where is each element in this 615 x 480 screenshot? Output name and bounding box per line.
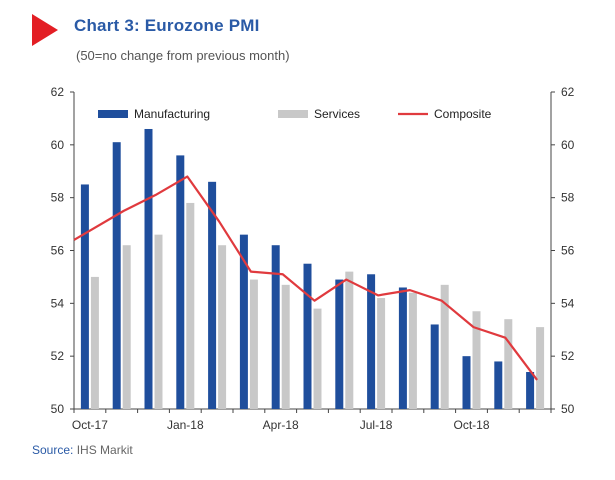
y-tick-label-left: 52 xyxy=(51,349,65,363)
y-tick-label-right: 62 xyxy=(561,85,575,99)
composite-line xyxy=(73,175,538,381)
y-tick-label-left: 56 xyxy=(51,244,65,258)
manufacturing-bar xyxy=(271,245,280,409)
services-bar xyxy=(536,327,545,409)
source-label: Source: xyxy=(32,443,74,457)
services-bar xyxy=(154,234,163,409)
services-bar xyxy=(90,276,99,409)
services-bar xyxy=(377,298,386,409)
manufacturing-bar xyxy=(398,287,407,409)
y-tick-label-right: 54 xyxy=(561,296,575,310)
x-tick-label: Jul-18 xyxy=(360,418,393,432)
services-bar xyxy=(186,202,195,409)
manufacturing-bar xyxy=(239,234,248,409)
manufacturing-bar xyxy=(144,128,153,409)
chart-title: Chart 3: Eurozone PMI xyxy=(74,16,260,35)
manufacturing-bar xyxy=(112,142,121,410)
source-note: Source: IHS Markit xyxy=(32,443,133,457)
y-tick-label-left: 54 xyxy=(51,296,65,310)
y-tick-label-left: 58 xyxy=(51,191,65,205)
services-bar xyxy=(472,311,481,409)
manufacturing-bar xyxy=(335,279,344,409)
y-tick-label-right: 52 xyxy=(561,349,575,363)
manufacturing-bar xyxy=(303,263,312,409)
services-bar xyxy=(440,284,449,409)
y-tick-label-left: 50 xyxy=(51,402,65,416)
services-bar xyxy=(281,284,290,409)
legend-label-services: Services xyxy=(314,107,360,121)
y-tick-label-left: 60 xyxy=(51,138,65,152)
x-tick-label: Oct-17 xyxy=(72,418,108,432)
x-tick-label: Oct-18 xyxy=(453,418,489,432)
legend-label-composite: Composite xyxy=(434,107,492,121)
legend-label-manufacturing: Manufacturing xyxy=(134,107,210,121)
legend-swatch-manufacturing xyxy=(98,110,128,118)
y-tick-label-right: 58 xyxy=(561,191,575,205)
manufacturing-bar xyxy=(208,181,217,409)
manufacturing-bar xyxy=(367,274,376,409)
manufacturing-bar xyxy=(80,184,89,409)
y-tick-label-right: 56 xyxy=(561,244,575,258)
services-bar xyxy=(504,319,513,409)
services-bar xyxy=(249,279,258,409)
services-bar xyxy=(122,245,131,409)
chart-header: Chart 3: Eurozone PMI (50=no change from… xyxy=(0,0,615,80)
chart-subtitle: (50=no change from previous month) xyxy=(76,48,290,63)
source-value: IHS Markit xyxy=(76,443,133,457)
services-bar xyxy=(313,308,322,409)
services-bar xyxy=(345,271,354,409)
y-tick-label-right: 50 xyxy=(561,402,575,416)
manufacturing-bar xyxy=(430,324,439,409)
y-tick-label-right: 60 xyxy=(561,138,575,152)
manufacturing-bar xyxy=(462,356,471,409)
services-bar xyxy=(218,245,227,409)
manufacturing-bar xyxy=(494,361,503,409)
x-tick-label: Jan-18 xyxy=(167,418,204,432)
manufacturing-bar xyxy=(526,372,535,409)
services-bar xyxy=(408,292,417,409)
x-tick-label: Apr-18 xyxy=(263,418,299,432)
brand-triangle-icon xyxy=(32,14,58,46)
y-tick-label-left: 62 xyxy=(51,85,65,99)
manufacturing-bar xyxy=(176,155,185,409)
legend-swatch-services xyxy=(278,110,308,118)
